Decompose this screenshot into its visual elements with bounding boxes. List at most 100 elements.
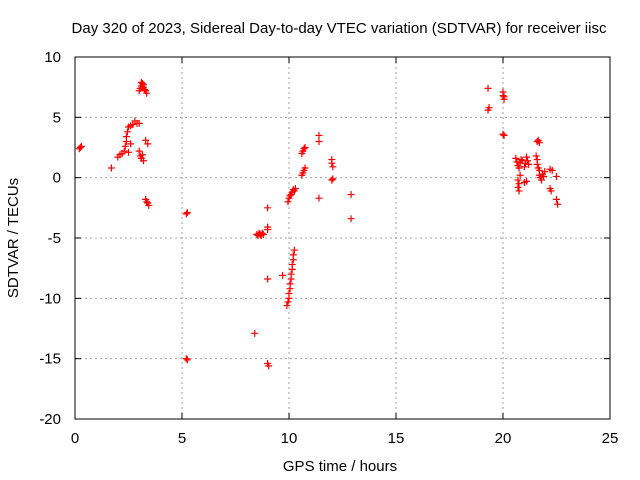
data-point bbox=[125, 148, 132, 156]
data-point bbox=[285, 290, 293, 298]
data-point bbox=[289, 251, 297, 259]
data-point bbox=[541, 168, 549, 176]
data-point bbox=[284, 198, 292, 206]
data-point bbox=[129, 121, 137, 129]
data-point bbox=[279, 271, 287, 279]
data-point bbox=[284, 298, 292, 306]
data-point bbox=[107, 164, 115, 172]
data-point bbox=[264, 204, 272, 212]
tick-labels: 0 5 10 15 20 25 -20 -15 -10 -5 0 5 10 bbox=[39, 49, 618, 447]
data-point bbox=[329, 175, 337, 183]
data-point bbox=[500, 131, 508, 139]
data-point bbox=[533, 160, 541, 168]
data-point bbox=[315, 131, 323, 139]
data-point bbox=[138, 151, 146, 159]
data-point bbox=[515, 164, 523, 172]
data-point bbox=[524, 157, 532, 165]
data-point bbox=[286, 280, 294, 288]
data-point bbox=[144, 140, 152, 148]
x-tick-label: 25 bbox=[602, 430, 619, 447]
data-point bbox=[283, 302, 291, 310]
data-point bbox=[540, 172, 548, 180]
data-point bbox=[77, 142, 85, 150]
data-point bbox=[135, 119, 143, 127]
y-tick-label: -20 bbox=[39, 411, 61, 428]
data-point bbox=[183, 356, 191, 364]
data-point bbox=[514, 183, 522, 191]
chart-title: Day 320 of 2023, Sidereal Day-to-day VTE… bbox=[72, 20, 607, 37]
data-point bbox=[251, 329, 259, 337]
y-tick-label: 10 bbox=[44, 49, 61, 66]
data-point bbox=[143, 89, 151, 97]
data-point bbox=[145, 201, 153, 209]
data-point bbox=[328, 159, 336, 167]
data-point bbox=[300, 145, 308, 153]
data-point bbox=[183, 209, 191, 217]
data-point bbox=[484, 84, 492, 92]
data-point bbox=[143, 198, 151, 206]
data-points bbox=[75, 78, 562, 370]
x-tick-label: 5 bbox=[178, 430, 186, 447]
data-point bbox=[135, 147, 143, 155]
data-point bbox=[499, 92, 507, 100]
data-point bbox=[329, 163, 337, 171]
data-point bbox=[538, 176, 546, 184]
x-axis-label: GPS time / hours bbox=[283, 458, 397, 475]
data-point bbox=[301, 144, 309, 151]
data-point bbox=[523, 177, 531, 185]
data-point bbox=[347, 215, 355, 223]
data-point bbox=[286, 192, 294, 200]
data-point bbox=[139, 81, 147, 89]
y-tick-label: -5 bbox=[48, 230, 61, 247]
data-point bbox=[548, 166, 556, 174]
data-point bbox=[127, 140, 135, 148]
data-point bbox=[554, 200, 562, 208]
data-point bbox=[120, 147, 128, 155]
data-point bbox=[290, 246, 298, 254]
data-point bbox=[512, 154, 520, 162]
data-point bbox=[328, 176, 336, 184]
data-point bbox=[535, 139, 543, 147]
data-point bbox=[315, 137, 323, 145]
data-point bbox=[515, 187, 523, 195]
data-point bbox=[182, 355, 190, 363]
data-point bbox=[287, 270, 295, 278]
x-tick-label: 0 bbox=[71, 430, 79, 447]
x-tick-label: 10 bbox=[281, 430, 298, 447]
y-tick-label: 5 bbox=[53, 109, 61, 126]
y-axis-label: SDTVAR / TECUs bbox=[5, 178, 22, 298]
data-point bbox=[264, 275, 272, 283]
data-point bbox=[513, 158, 521, 166]
data-point bbox=[516, 171, 524, 179]
data-point bbox=[122, 133, 130, 141]
data-point bbox=[523, 153, 531, 161]
data-point bbox=[514, 176, 522, 184]
data-point bbox=[259, 230, 267, 238]
data-point bbox=[139, 157, 147, 165]
plot-frame bbox=[74, 56, 611, 420]
data-point bbox=[288, 261, 296, 269]
data-point bbox=[347, 191, 355, 199]
data-point bbox=[517, 156, 525, 164]
data-point bbox=[499, 130, 507, 138]
data-point bbox=[500, 93, 508, 101]
data-point bbox=[141, 86, 149, 94]
data-point bbox=[291, 185, 299, 193]
data-point bbox=[123, 128, 131, 136]
data-point bbox=[138, 80, 146, 88]
data-point bbox=[121, 142, 129, 150]
data-point bbox=[520, 163, 528, 171]
data-point bbox=[515, 180, 523, 188]
data-point bbox=[182, 210, 190, 218]
x-tick-label: 20 bbox=[495, 430, 512, 447]
grid-lines bbox=[75, 57, 610, 419]
y-tick-label: -15 bbox=[39, 351, 61, 368]
data-point bbox=[553, 172, 560, 180]
data-point bbox=[315, 194, 323, 202]
data-point bbox=[76, 144, 84, 151]
data-point bbox=[532, 152, 540, 160]
data-point bbox=[525, 160, 533, 168]
data-point bbox=[484, 106, 492, 114]
